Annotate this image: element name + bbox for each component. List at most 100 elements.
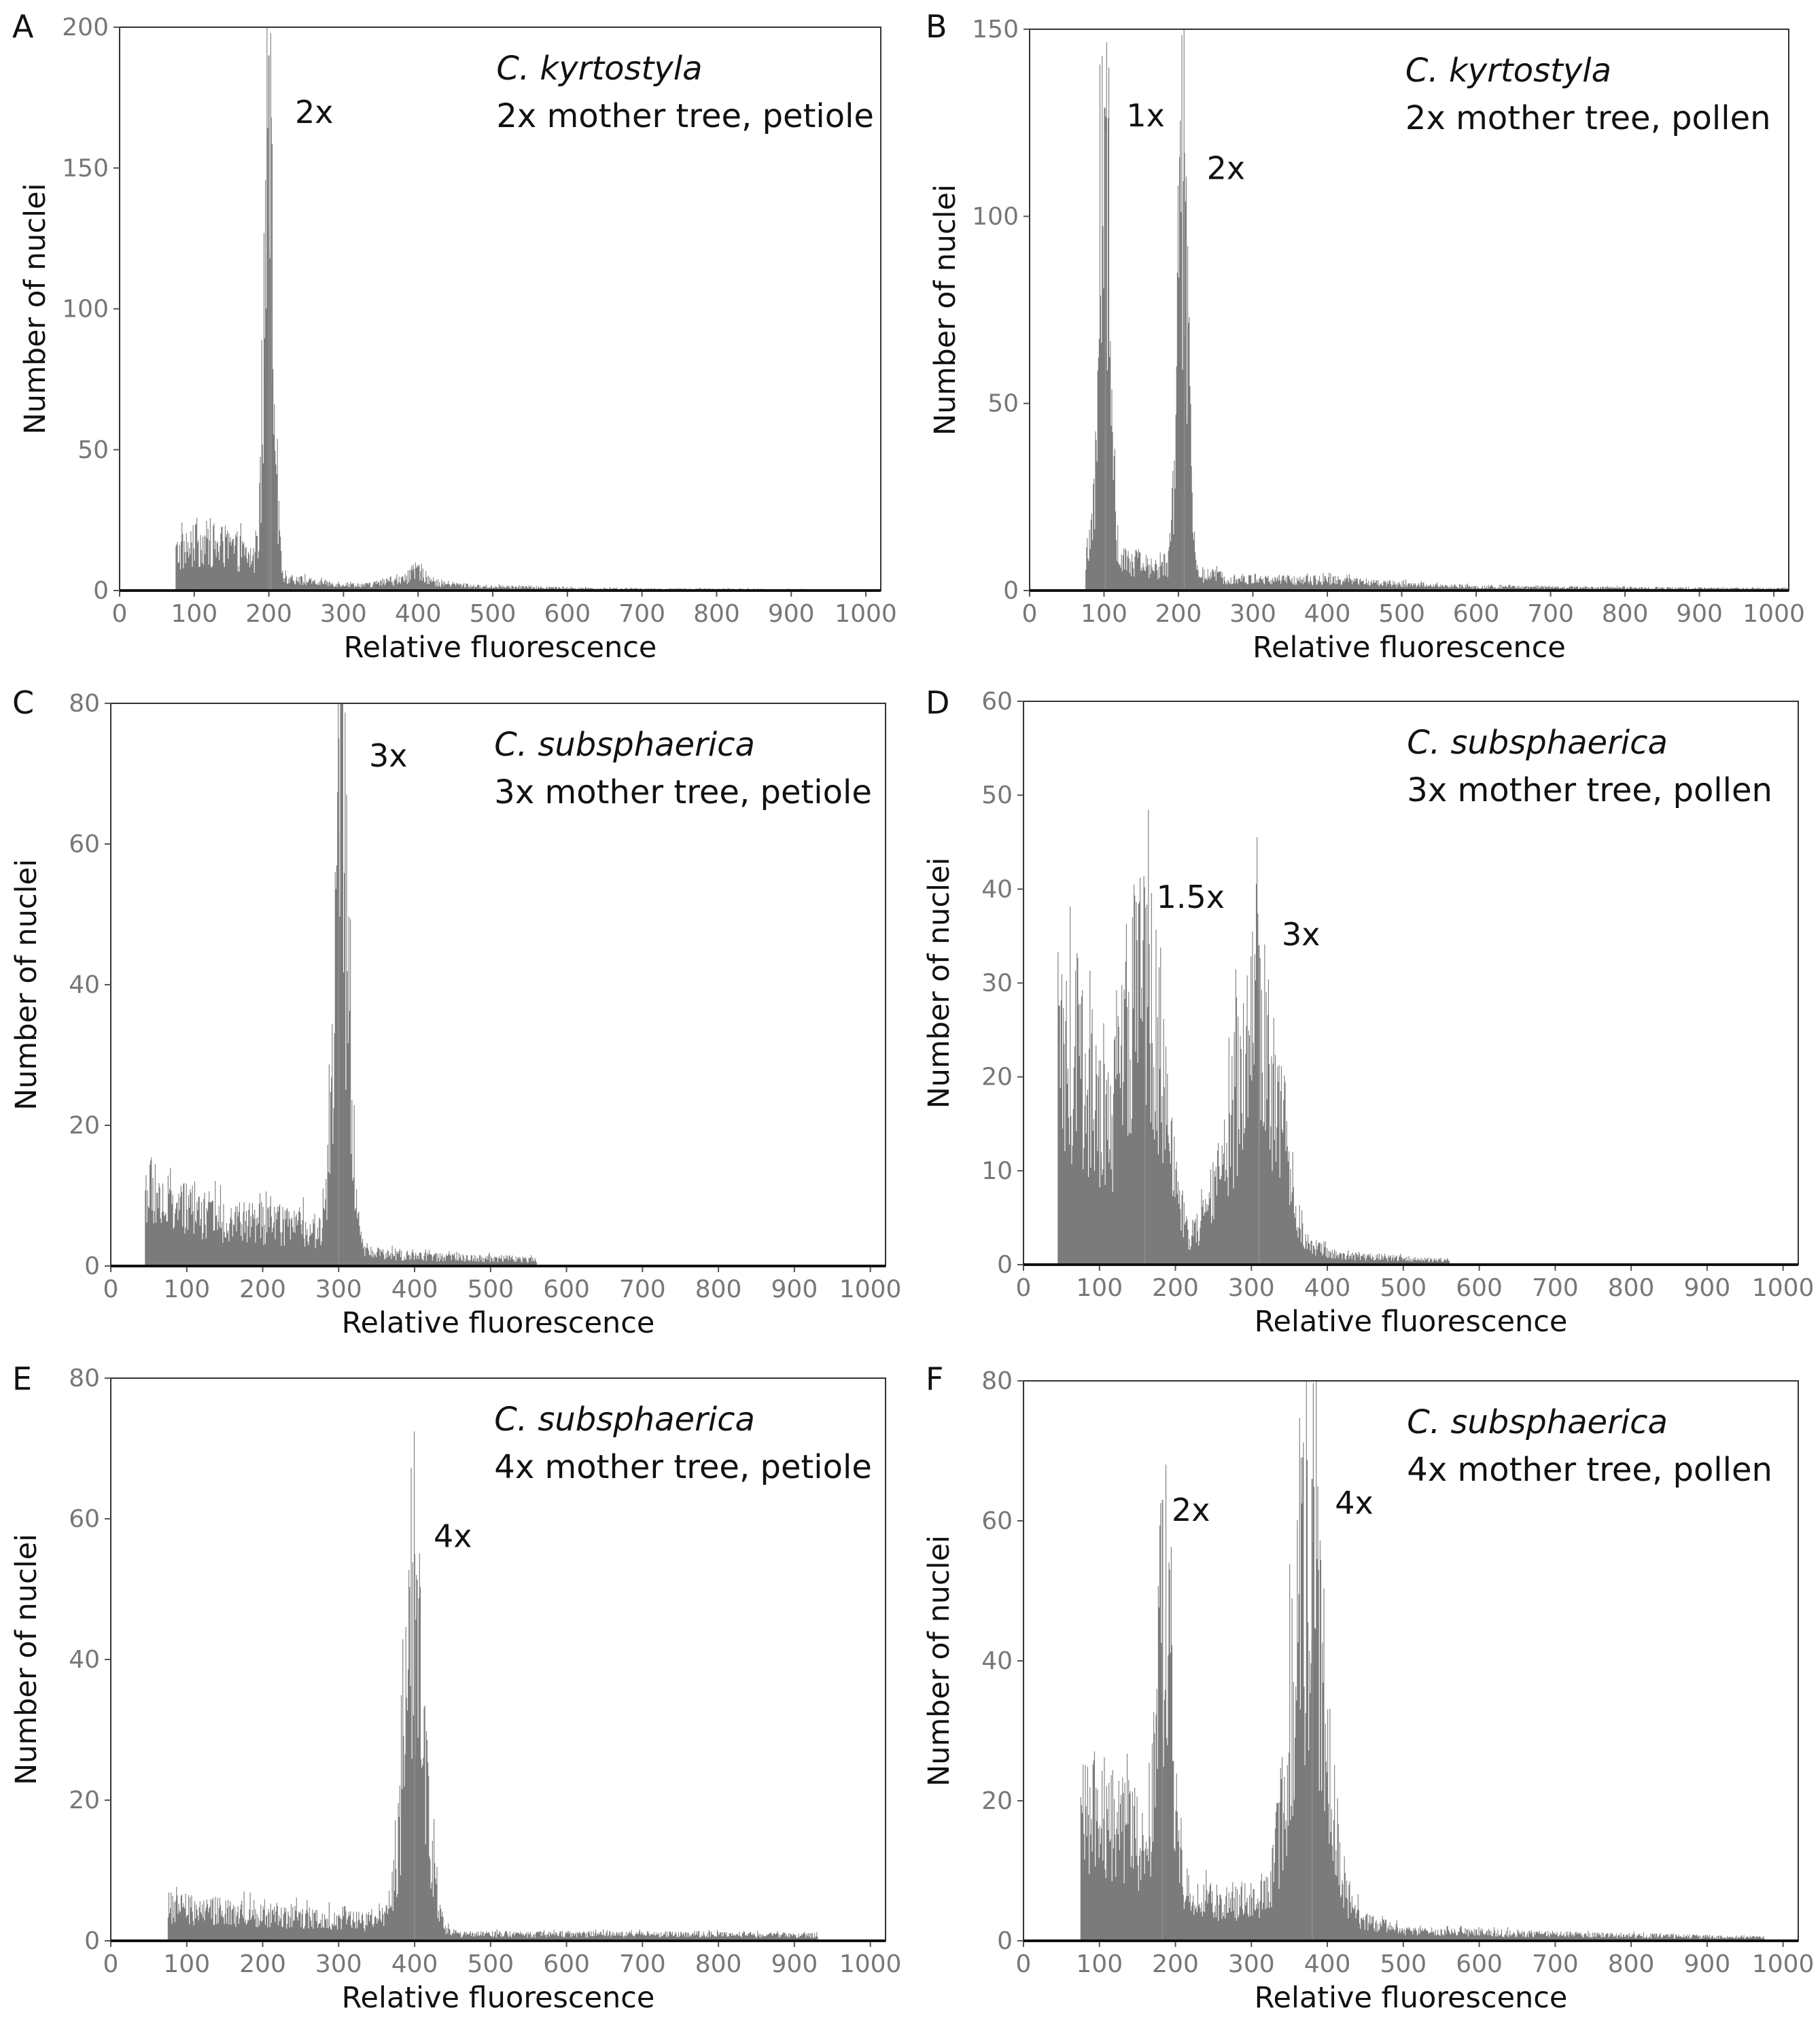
x-tick-label: 800	[1608, 1950, 1655, 1978]
y-tick-label: 20	[69, 1112, 100, 1140]
x-tick-label: 1000	[835, 600, 897, 628]
x-tick-label: 100	[1081, 600, 1127, 628]
y-axis-ticks: 0 20 40 60 80	[69, 690, 111, 1280]
x-tick-label: 0	[112, 600, 128, 628]
histogram-bars-path	[167, 1431, 818, 1941]
x-tick-label: 200	[1152, 1950, 1199, 1978]
y-tick-label: 60	[69, 830, 100, 858]
x-axis-ticks: 0 100 200 300 400 500 600 700 800 900 1000	[103, 1941, 901, 1978]
panel-letter: F	[926, 1360, 943, 1397]
x-tick-label: 300	[1229, 600, 1276, 628]
y-tick-label: 30	[981, 970, 1013, 998]
peak-label: 1.5x	[1157, 879, 1225, 915]
x-tick-label: 300	[1228, 1274, 1275, 1302]
x-axis-ticks: 0 100 200 300 400 500 600 700 800 900 1000	[103, 1266, 902, 1303]
panel-a: A 0 100 200 300 400 500 600 700 800 900 1000 0 50 10…	[12, 8, 897, 665]
x-axis-ticks: 0 100 200 300 400 500 600 700 800 900 1000	[1016, 1265, 1814, 1302]
x-tick-label: 400	[1304, 1274, 1351, 1302]
y-axis-title: Number of nuclei	[10, 1534, 43, 1785]
histogram-bars	[167, 1431, 818, 1941]
x-tick-label: 200	[239, 1276, 286, 1303]
histogram-bars	[1085, 29, 1790, 591]
x-tick-label: 400	[1304, 600, 1351, 628]
x-tick-label: 500	[467, 1276, 514, 1303]
x-tick-label: 100	[1076, 1950, 1123, 1978]
y-tick-label: 50	[77, 436, 109, 464]
y-tick-label: 50	[987, 390, 1019, 418]
y-tick-label: 40	[981, 875, 1013, 903]
x-axis-title: Relative fluorescence	[344, 631, 657, 665]
y-tick-label: 40	[69, 971, 100, 999]
x-tick-label: 900	[771, 1950, 818, 1978]
sample-description: 2x mother tree, pollen	[1405, 99, 1771, 137]
sample-description: 4x mother tree, petiole	[494, 1448, 872, 1486]
x-tick-label: 500	[1380, 1274, 1427, 1302]
x-tick-label: 500	[470, 600, 517, 628]
x-tick-label: 700	[618, 600, 665, 628]
y-tick-label: 20	[69, 1787, 100, 1814]
y-axis-ticks: 0 50 100 150	[972, 16, 1030, 605]
x-tick-label: 800	[1602, 600, 1649, 628]
x-tick-label: 400	[391, 1950, 438, 1978]
x-tick-label: 400	[395, 600, 442, 628]
sample-description: 2x mother tree, petiole	[496, 97, 874, 135]
y-axis-ticks: 0 10 20 30 40 50 60	[981, 688, 1023, 1279]
panel-letter: C	[12, 684, 34, 721]
y-tick-label: 0	[1003, 577, 1019, 605]
x-tick-label: 500	[467, 1950, 514, 1978]
x-tick-label: 300	[1228, 1950, 1275, 1978]
x-tick-label: 100	[163, 1950, 210, 1978]
x-tick-label: 300	[315, 1950, 362, 1978]
panel-letter: B	[926, 8, 947, 45]
y-axis-ticks: 0 20 40 60 80	[981, 1367, 1023, 1955]
x-tick-label: 300	[320, 600, 367, 628]
x-tick-label: 800	[693, 600, 740, 628]
y-tick-label: 10	[981, 1157, 1013, 1185]
species-name: C. subsphaerica	[1407, 724, 1668, 762]
y-axis-ticks: 0 50 100 150 200	[62, 14, 120, 605]
y-tick-label: 60	[69, 1505, 100, 1533]
sample-description: 3x mother tree, pollen	[1407, 771, 1772, 809]
panel-letter: D	[926, 684, 949, 721]
y-axis-title: Number of nuclei	[922, 857, 956, 1108]
y-tick-label: 100	[62, 296, 109, 323]
x-tick-label: 800	[695, 1950, 742, 1978]
x-tick-label: 500	[1378, 600, 1425, 628]
species-name: C. kyrtostyla	[496, 50, 702, 88]
panel-d: D 0 100 200 300 400 500 600 700 800 900 1000 0 10 20…	[922, 684, 1814, 1339]
x-tick-label: 900	[1684, 1950, 1731, 1978]
x-tick-label: 700	[1532, 1950, 1579, 1978]
y-axis-ticks: 0 20 40 60 80	[69, 1365, 111, 1955]
y-tick-label: 100	[972, 203, 1019, 230]
sample-description: 3x mother tree, petiole	[494, 773, 872, 811]
x-tick-label: 100	[171, 600, 217, 628]
x-tick-label: 600	[1453, 600, 1500, 628]
x-tick-label: 0	[1016, 1274, 1032, 1302]
peak-label: 2x	[1172, 1492, 1210, 1528]
x-tick-label: 400	[1304, 1950, 1351, 1978]
x-tick-label: 900	[1684, 1274, 1731, 1302]
x-tick-label: 1000	[1743, 600, 1805, 628]
histogram-bars-path	[145, 703, 538, 1266]
x-tick-label: 100	[1076, 1274, 1123, 1302]
y-axis-title: Number of nuclei	[10, 859, 43, 1110]
y-tick-label: 80	[981, 1367, 1013, 1395]
species-name: C. subsphaerica	[494, 726, 755, 764]
y-axis-title: Number of nuclei	[922, 1535, 956, 1787]
y-tick-label: 40	[69, 1646, 100, 1674]
panel-e: E 0 100 200 300 400 500 600 700 800 900 1000 0 20 40…	[10, 1360, 901, 2015]
x-tick-label: 800	[1608, 1274, 1655, 1302]
histogram-bars	[145, 703, 538, 1266]
x-tick-label: 700	[619, 1276, 666, 1303]
x-tick-label: 500	[1380, 1950, 1427, 1978]
x-tick-label: 1000	[839, 1276, 902, 1303]
x-tick-label: 800	[695, 1276, 742, 1303]
y-tick-label: 80	[69, 1365, 100, 1392]
x-tick-label: 200	[239, 1950, 286, 1978]
histogram-bars-path	[1080, 1381, 1765, 1941]
peak-label: 3x	[369, 737, 408, 774]
x-tick-label: 900	[768, 600, 815, 628]
y-tick-label: 150	[972, 16, 1019, 43]
y-tick-label: 20	[981, 1064, 1013, 1091]
